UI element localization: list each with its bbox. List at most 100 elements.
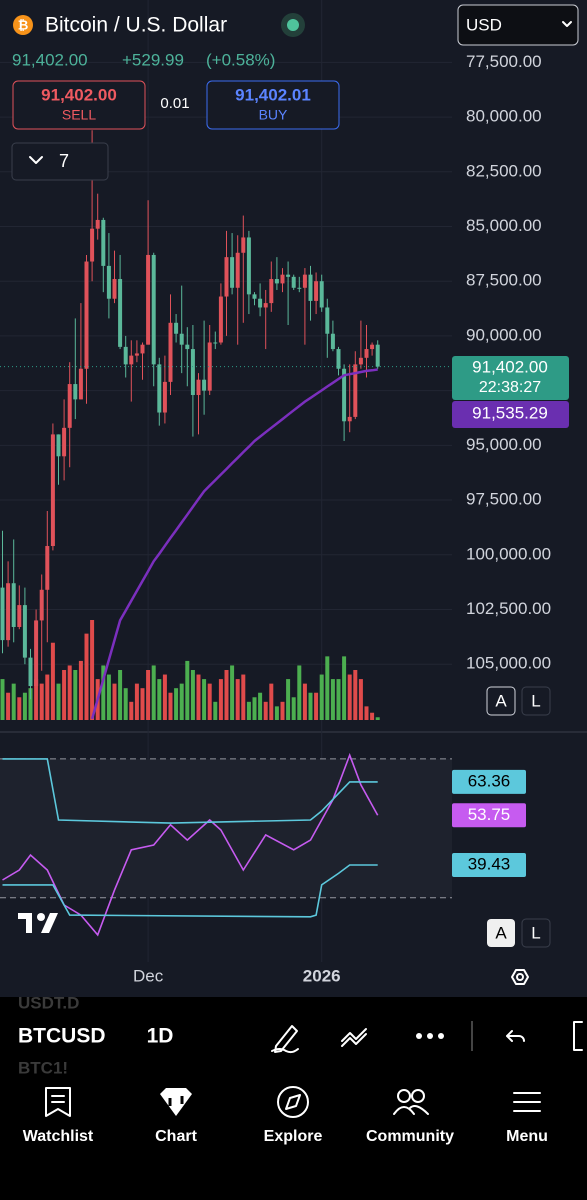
indicators-toggle[interactable] [11,142,109,181]
volume-bar [140,688,145,720]
tab-label[interactable]: Explore [264,1128,323,1145]
spread: 0.01 [160,95,189,112]
value-tag-label: 39.43 [468,854,511,873]
oscillator [0,752,452,937]
candle-body [134,353,139,356]
oscillator-line [2,752,379,937]
tab-label[interactable]: Chart [155,1128,197,1145]
volume-bar [314,692,319,720]
tab-label[interactable]: Watchlist [23,1128,94,1145]
volume-bar [207,683,212,720]
volume-bar [185,660,190,720]
oscillator-band [0,758,452,898]
settings-icon[interactable] [511,969,529,985]
volume-bar [179,683,184,720]
log-scale-label: L [531,691,540,710]
more-icon[interactable] [416,1033,444,1039]
log-scale-button[interactable] [521,918,551,948]
candle-body [308,274,313,301]
candle-body [202,379,207,391]
menu-icon [513,1092,541,1112]
volume-bar [347,674,352,720]
volume-bar [364,706,369,720]
volume-bar [146,670,151,720]
candle-body [101,219,106,266]
settings-icon-center [516,973,524,981]
volume-bar [330,679,335,720]
candle-body [330,333,335,350]
volume-bar [319,674,324,720]
y-tick-label: 85,000.00 [466,216,542,235]
log-scale-button[interactable] [521,686,551,716]
value-tag [452,852,526,877]
x-tick-label: Dec [133,966,164,985]
volume-bar [308,692,313,720]
sell-button[interactable] [12,80,146,130]
volume-bar [297,665,302,720]
volume-bar [274,706,279,720]
candle-body [358,357,363,365]
draw-icon[interactable] [271,1025,299,1054]
bitcoin-glyph: ₿ [18,17,29,32]
fullscreen-icon[interactable] [573,1021,583,1051]
volume-bar [202,679,207,720]
tab-label[interactable]: Community [366,1128,454,1145]
candle-body [370,344,375,350]
volume-bar [28,688,33,720]
volume-bar [168,692,173,720]
tradingview-logo [18,913,58,933]
candle-body [129,355,134,365]
candle-body [174,322,179,334]
currency-select[interactable] [457,4,579,46]
next-symbol: BTC1! [18,1058,68,1077]
indicators-count: 7 [59,151,69,171]
candle-body [50,434,55,547]
log-scale-label: L [531,923,540,942]
candle-body [286,274,291,277]
indicator-icon[interactable] [341,1028,367,1047]
ma-tag [452,401,569,428]
explore-icon [277,1086,309,1118]
tab-label[interactable]: Menu [506,1128,548,1145]
oscillator-line [2,864,378,918]
volume-bar [336,679,341,720]
interval[interactable]: 1D [147,1025,174,1048]
candle-body [269,279,274,304]
volume-bar [213,701,218,720]
volume-bar [375,717,380,720]
undo-icon[interactable] [506,1030,525,1042]
candle-body [179,333,184,345]
candle-body [342,368,347,422]
volume-bar [325,656,330,720]
value-tag [452,803,526,828]
sell-price: 91,402.00 [41,85,117,104]
tab-bar: Watchlist Chart Explore Community Menu [23,1128,548,1145]
candle-body [280,274,285,284]
community-icon [393,1089,429,1115]
volume-bar [0,679,5,720]
auto-scale-button[interactable] [486,686,516,716]
candle-body [67,384,72,428]
candle-body [162,381,167,413]
candle-body [364,349,369,358]
symbol[interactable]: BTCUSD [18,1025,106,1048]
y-tick-label: 87,500.00 [466,271,542,290]
auto-scale-button[interactable] [487,919,515,947]
y-tick-label: 105,000.00 [466,654,551,673]
volume-bar [230,665,235,720]
volume-bar [258,692,263,720]
value-tag-label: 53.75 [468,805,511,824]
buy-price: 91,402.01 [235,85,311,104]
candle-body [314,281,319,301]
candle-body [274,279,279,284]
last-price-label: 91,402.00 [472,357,548,376]
volume-bar [39,683,44,720]
bottom-bar [0,997,587,1200]
buy-button[interactable] [206,80,340,130]
y-tick-label: 102,500.00 [466,599,551,618]
y-tick-label: 82,500.00 [466,161,542,180]
symbol-title[interactable]: Bitcoin / U.S. Dollar [45,14,227,37]
candle-body [224,257,229,297]
sell-label: SELL [62,107,96,123]
